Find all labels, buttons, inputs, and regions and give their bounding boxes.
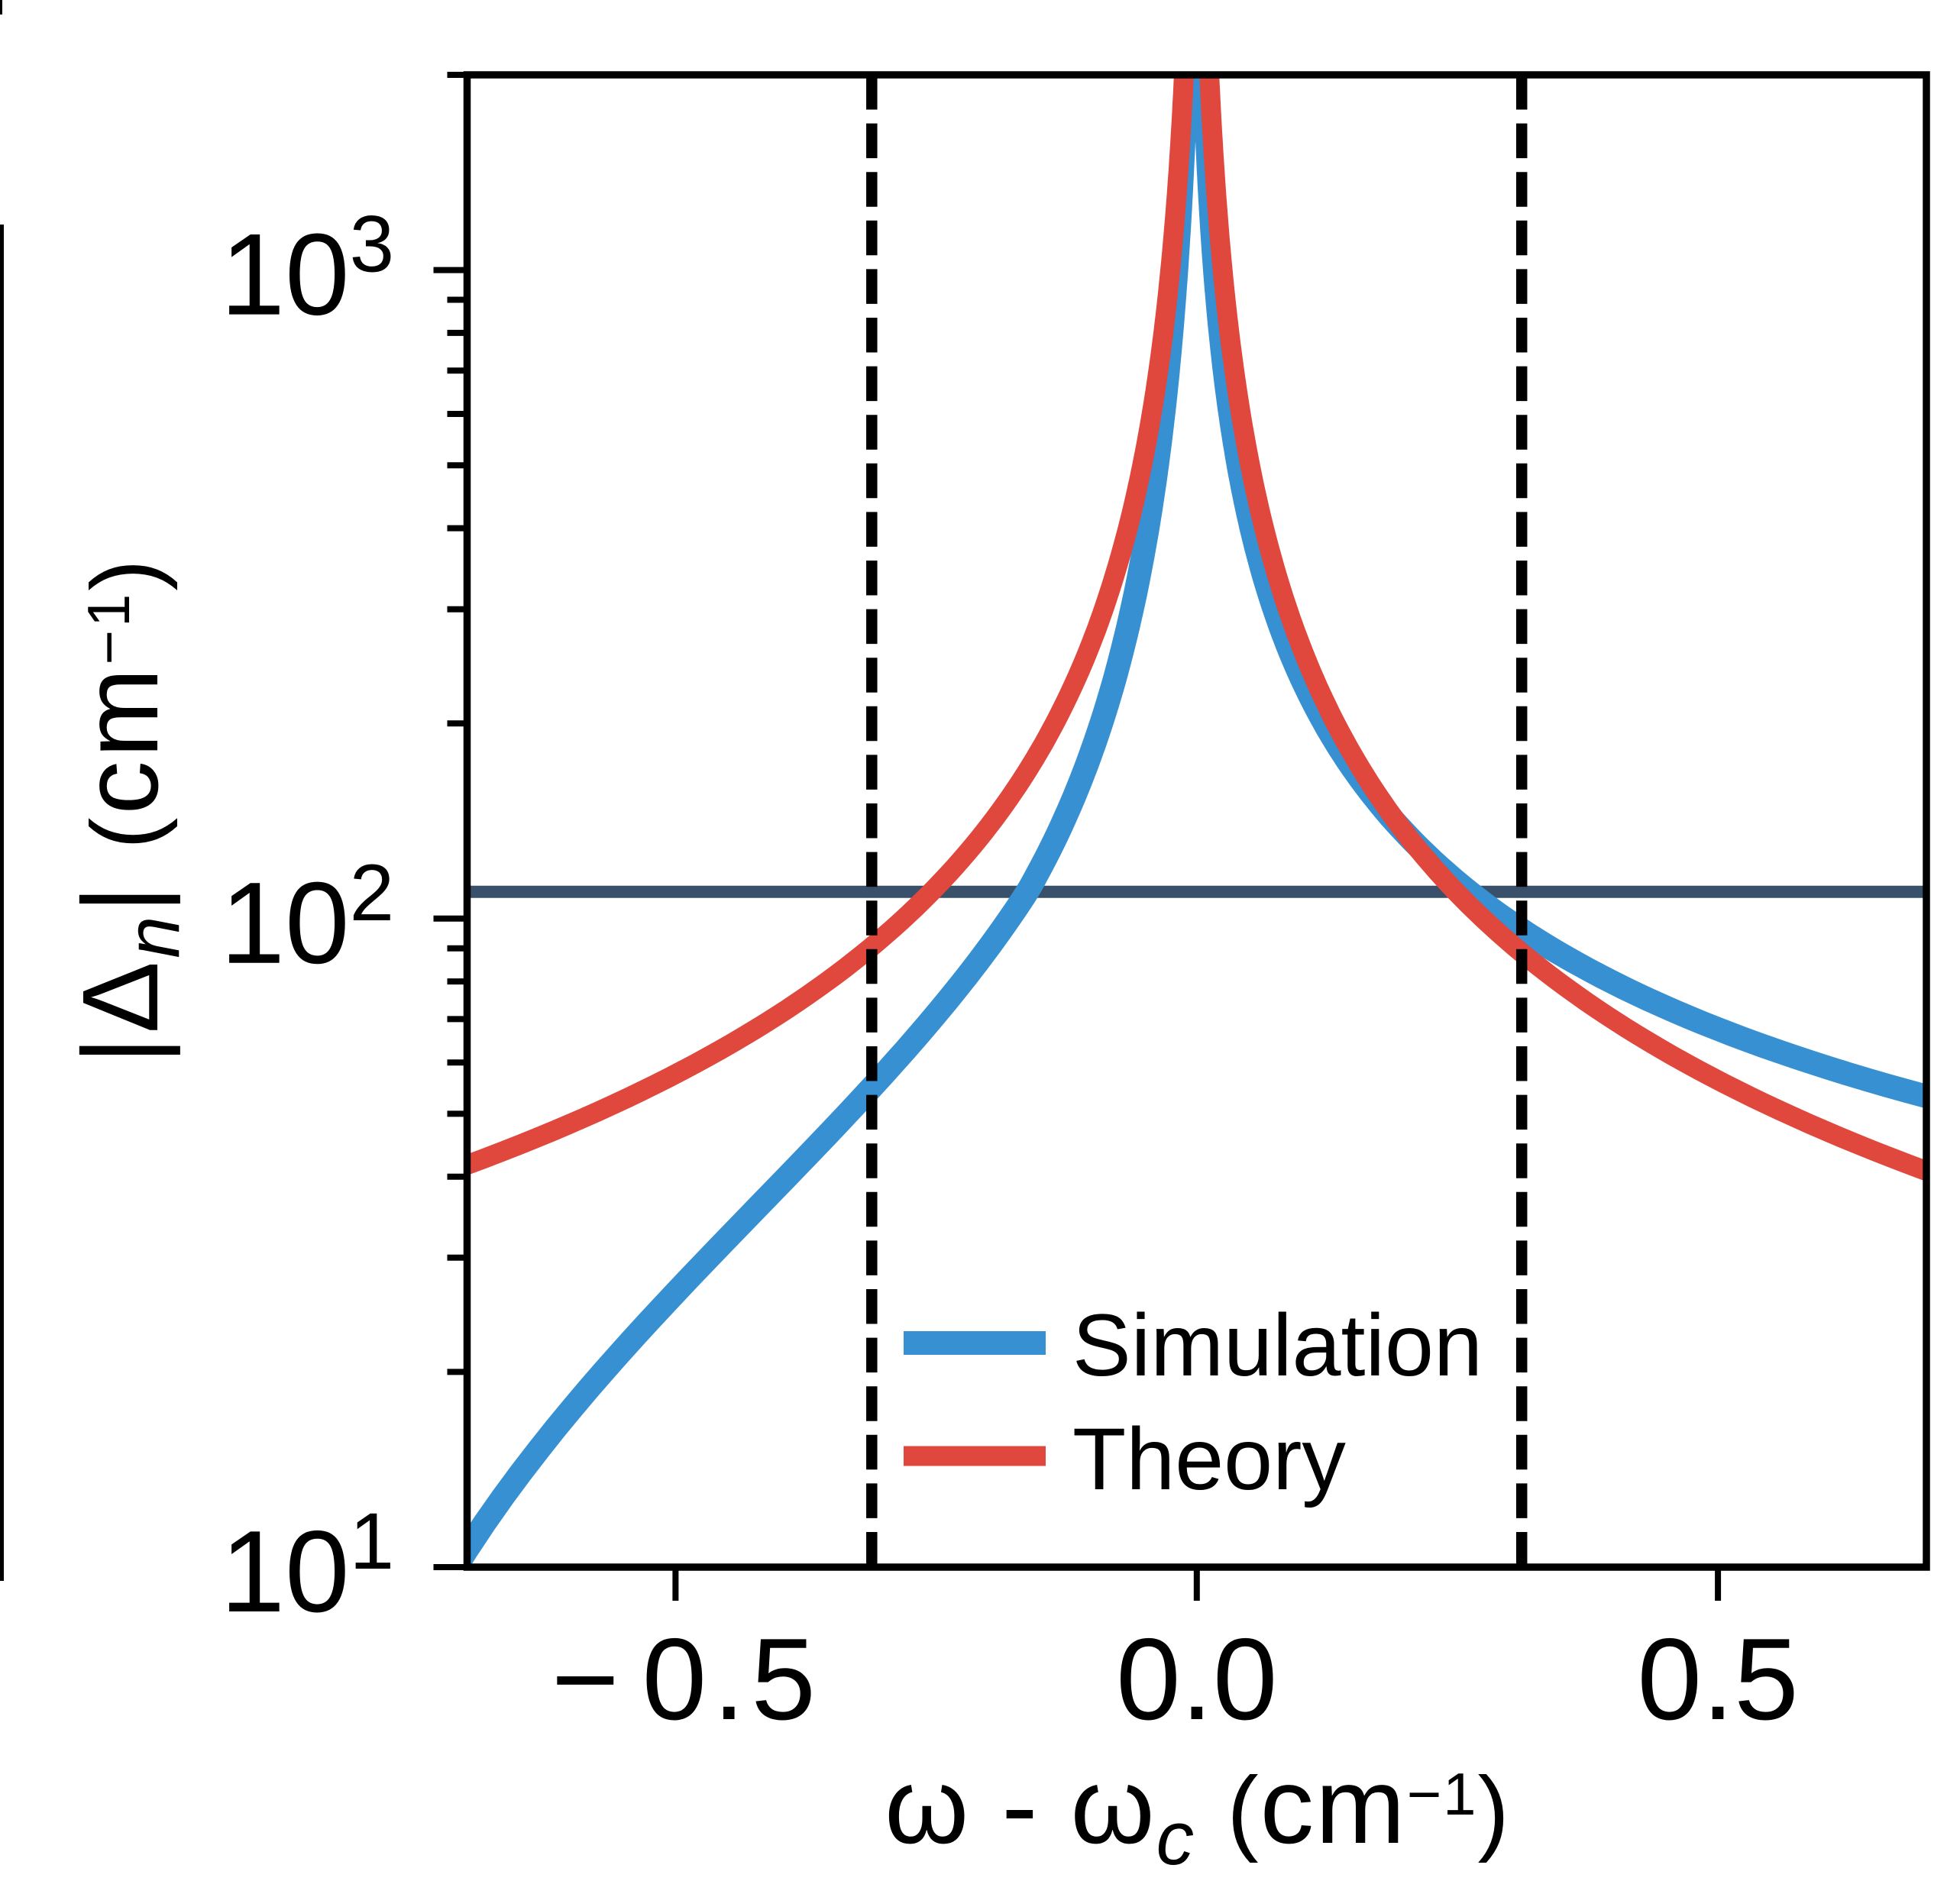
svg-text:Theory: Theory bbox=[1072, 1411, 1346, 1508]
svg-text:|Δn| (cm−1): |Δn| (cm−1) bbox=[60, 556, 195, 1064]
svg-text:ω - ωc (cm−1): ω - ωc (cm−1) bbox=[885, 1745, 1511, 1880]
svg-text:Simulation: Simulation bbox=[1072, 1297, 1483, 1395]
svg-text:0.5: 0.5 bbox=[1637, 1614, 1798, 1744]
svg-text:0.0: 0.0 bbox=[1116, 1614, 1277, 1744]
svg-text:−0.5: −0.5 bbox=[551, 1614, 822, 1744]
